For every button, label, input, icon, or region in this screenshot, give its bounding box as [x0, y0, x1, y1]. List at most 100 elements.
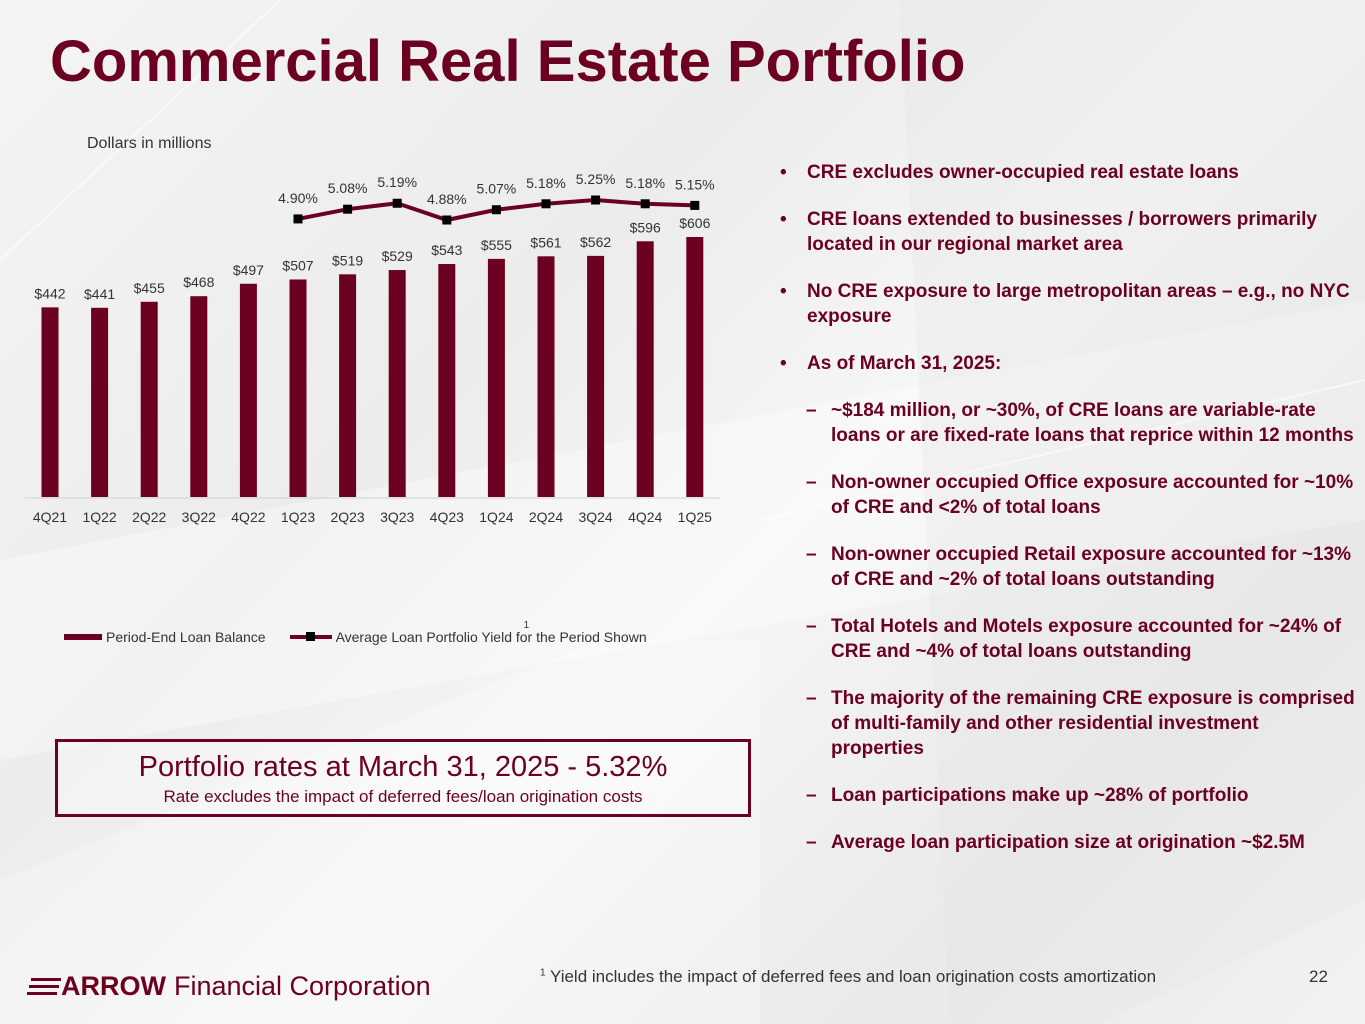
- bullet-item: • As of March 31, 2025:: [780, 351, 1355, 376]
- x-tick-label: 4Q21: [33, 509, 67, 525]
- bullet-text: Non-owner occupied Retail exposure accou…: [831, 544, 1351, 590]
- legend-label-loan-balance: Period-End Loan Balance: [106, 629, 266, 645]
- yield-point: [293, 214, 303, 224]
- bar-label: $442: [34, 285, 65, 301]
- bullet-item: – ~$184 million, or ~30%, of CRE loans ar…: [780, 398, 1355, 448]
- bullet-marker: –: [806, 688, 817, 709]
- logo-brand: ARROW: [61, 970, 166, 1001]
- bullet-text: Non-owner occupied Office exposure accou…: [831, 472, 1354, 518]
- bar-label: $561: [530, 234, 561, 250]
- chart-legend: Period-End Loan Balance Average Loan Por…: [64, 620, 671, 645]
- yield-label: 5.18%: [625, 175, 665, 191]
- legend-swatch-line: [289, 632, 332, 641]
- logo-company-name: Financial Corporation: [173, 970, 431, 1001]
- bullet-marker: –: [806, 785, 817, 806]
- yield-point: [640, 199, 650, 209]
- bar-3Q24: [587, 255, 605, 497]
- portfolio-rate-box: Portfolio rates at March 31, 2025 - 5.32…: [55, 739, 751, 817]
- bullet-item: – Average loan participation size at orig…: [780, 830, 1355, 855]
- yield-point: [442, 215, 452, 225]
- yield-point: [491, 205, 501, 215]
- footnote-text: Yield includes the impact of deferred fe…: [549, 967, 1157, 986]
- x-tick-label: 3Q23: [380, 509, 414, 525]
- yield-label: 5.08%: [328, 180, 368, 196]
- yield-label: 4.88%: [427, 191, 467, 207]
- bullet-marker: –: [806, 544, 817, 565]
- bar-4Q22: [239, 283, 257, 497]
- x-tick-label: 2Q22: [132, 509, 166, 525]
- bar-3Q22: [190, 296, 208, 497]
- bar-1Q24: [487, 258, 505, 497]
- yield-point: [343, 204, 353, 214]
- bullet-item: – The majority of the remaining CRE expos…: [780, 686, 1355, 761]
- footnote-marker: 1: [540, 967, 546, 979]
- bullet-marker: •: [780, 353, 787, 374]
- bullet-text: CRE loans extended to businesses / borro…: [807, 209, 1317, 255]
- x-tick-label: 4Q23: [430, 509, 464, 525]
- bullet-text: Loan participations make up ~28% of port…: [831, 785, 1249, 806]
- bullet-item: – Total Hotels and Motels exposure accoun…: [780, 614, 1355, 664]
- bullet-marker: •: [780, 281, 787, 302]
- bar-3Q23: [388, 270, 406, 497]
- yield-point: [591, 195, 601, 205]
- page-title: Commercial Real Estate Portfolio: [50, 29, 966, 94]
- legend-item-loan-balance: Period-End Loan Balance: [64, 629, 266, 645]
- labels-layer: $442 4Q21 $441 1Q22 $455 2Q22 $468 3Q22 $497 4Q22…: [33, 171, 715, 525]
- bar-label: $468: [183, 274, 214, 290]
- bullet-list: • CRE excludes owner-occupied real estate…: [780, 160, 1355, 877]
- yield-line-layer: [293, 195, 700, 225]
- chart-subtitle: Dollars in millions: [87, 135, 212, 152]
- bars-layer: [41, 237, 704, 497]
- bar-label: $529: [382, 248, 413, 264]
- bullet-text: Total Hotels and Motels exposure account…: [831, 616, 1342, 662]
- x-tick-label: 1Q25: [678, 509, 712, 525]
- bullet-marker: •: [780, 162, 787, 183]
- arrow-logo-icon: [27, 978, 61, 995]
- bar-2Q23: [339, 274, 357, 497]
- bar-label: $543: [431, 242, 462, 258]
- bullet-text: ~$184 million, or ~30%, of CRE loans are…: [831, 400, 1354, 446]
- bullet-item: – Non-owner occupied Office exposure acco…: [780, 470, 1355, 520]
- yield-label: 5.18%: [526, 175, 566, 191]
- bar-1Q22: [91, 307, 109, 497]
- bullet-text: As of March 31, 2025:: [807, 353, 1002, 374]
- bar-4Q21: [41, 307, 59, 497]
- bullet-marker: –: [806, 832, 817, 853]
- bullet-item: – Non-owner occupied Retail exposure acco…: [780, 542, 1355, 592]
- bullet-marker: –: [806, 616, 817, 637]
- x-tick-label: 1Q23: [281, 509, 315, 525]
- bar-label: $455: [134, 280, 165, 296]
- bullet-item: • No CRE exposure to large metropolitan a…: [780, 279, 1355, 329]
- bar-label: $441: [84, 286, 115, 302]
- x-tick-label: 1Q22: [82, 509, 116, 525]
- bar-label: $596: [630, 219, 661, 235]
- bullet-text: Average loan participation size at origi…: [831, 832, 1305, 853]
- bullet-item: – Loan participations make up ~28% of por…: [780, 783, 1355, 808]
- x-tick-label: 3Q24: [578, 509, 612, 525]
- x-tick-label: 2Q23: [330, 509, 364, 525]
- bar-1Q23: [289, 279, 307, 497]
- page-number: 22: [1309, 967, 1328, 986]
- portfolio-rate-note: Rate excludes the impact of deferred fee…: [163, 787, 643, 806]
- x-tick-label: 2Q24: [529, 509, 563, 525]
- legend-superscript: 1: [523, 620, 530, 631]
- bullet-text: No CRE exposure to large metropolitan ar…: [807, 281, 1350, 327]
- bar-4Q24: [636, 241, 654, 497]
- bullet-item: • CRE loans extended to businesses / borr…: [780, 207, 1355, 257]
- bar-1Q25: [686, 237, 704, 497]
- yield-point: [690, 200, 700, 210]
- yield-point: [541, 199, 551, 209]
- x-tick-label: 4Q22: [231, 509, 265, 525]
- bar-label: $606: [679, 215, 710, 231]
- footnote: 1 Yield includes the impact of deferred …: [540, 967, 1156, 987]
- bar-2Q22: [140, 301, 158, 497]
- bullet-text: The majority of the remaining CRE exposu…: [831, 688, 1355, 759]
- yield-label: 5.15%: [675, 176, 715, 192]
- bar-label: $555: [481, 237, 512, 253]
- legend-item-yield: Average Loan Portfolio Yield for the Per…: [289, 620, 647, 645]
- x-tick-label: 4Q24: [628, 509, 662, 525]
- legend-label-yield: Average Loan Portfolio Yield for the Per…: [335, 629, 647, 645]
- bar-4Q23: [438, 264, 456, 497]
- yield-label: 4.90%: [278, 190, 318, 206]
- bar-2Q24: [537, 256, 555, 497]
